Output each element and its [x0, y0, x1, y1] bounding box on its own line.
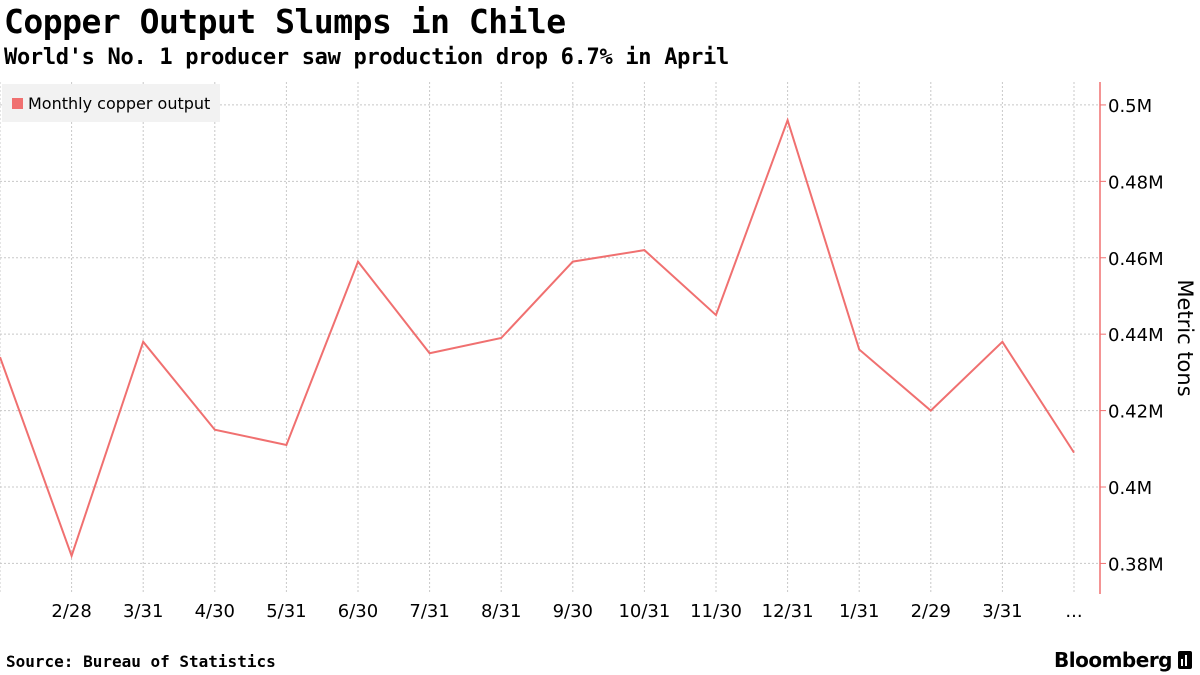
data-point — [858, 348, 860, 350]
series-line-monthly-copper-output — [0, 117, 1075, 559]
x-tick-label: 12/31 — [762, 601, 814, 622]
data-point — [500, 337, 502, 339]
data-point — [930, 410, 932, 412]
y-tick-label: 0.44M — [1108, 325, 1164, 346]
y-axis-title: Metric tons — [1173, 279, 1197, 396]
brand-logo: Bloomberg — [1054, 648, 1192, 672]
x-tick-label: 4/30 — [195, 601, 235, 622]
x-tick-label: 3/31 — [123, 601, 163, 622]
data-point — [357, 261, 359, 263]
y-tick-label: 0.5M — [1108, 96, 1152, 117]
x-tick-label: 9/30 — [553, 601, 593, 622]
data-point — [715, 314, 717, 316]
data-point — [429, 352, 431, 354]
data-point — [71, 555, 73, 557]
y-tick-label: 0.4M — [1108, 478, 1152, 499]
source-note: Source: Bureau of Statistics — [6, 652, 276, 671]
data-point — [285, 444, 287, 446]
x-tick-label: ... — [1065, 601, 1082, 622]
x-tick-label: 3/31 — [982, 601, 1022, 622]
x-tick-label: 10/31 — [618, 601, 670, 622]
legend-swatch — [12, 97, 23, 109]
chart-title: Copper Output Slumps in Chile — [4, 2, 566, 41]
y-tick-label: 0.42M — [1108, 402, 1164, 423]
legend-label: Monthly copper output — [28, 93, 211, 113]
brand-name: Bloomberg — [1054, 648, 1172, 672]
y-tick-label: 0.48M — [1108, 172, 1164, 193]
bloomberg-terminal-icon — [1178, 651, 1192, 669]
legend: Monthly copper output — [2, 84, 221, 122]
x-tick-label: 5/31 — [266, 601, 306, 622]
data-point — [787, 119, 789, 121]
x-tick-label: 7/31 — [409, 601, 449, 622]
x-tick-label: 11/30 — [690, 601, 742, 622]
data-point — [1001, 341, 1003, 343]
chart-subtitle: World's No. 1 producer saw production dr… — [4, 45, 729, 70]
x-tick-label: 2/29 — [911, 601, 951, 622]
x-tick-label: 1/31 — [839, 601, 879, 622]
data-point — [142, 341, 144, 343]
data-point — [214, 429, 216, 431]
y-tick-label: 0.38M — [1108, 554, 1164, 575]
x-tick-label: 2/28 — [51, 601, 91, 622]
y-tick-label: 0.46M — [1108, 249, 1164, 270]
x-tick-label: 6/30 — [338, 601, 378, 622]
data-point — [643, 249, 645, 251]
data-point — [1073, 452, 1075, 454]
x-tick-label: 8/31 — [481, 601, 521, 622]
data-point — [572, 261, 574, 263]
